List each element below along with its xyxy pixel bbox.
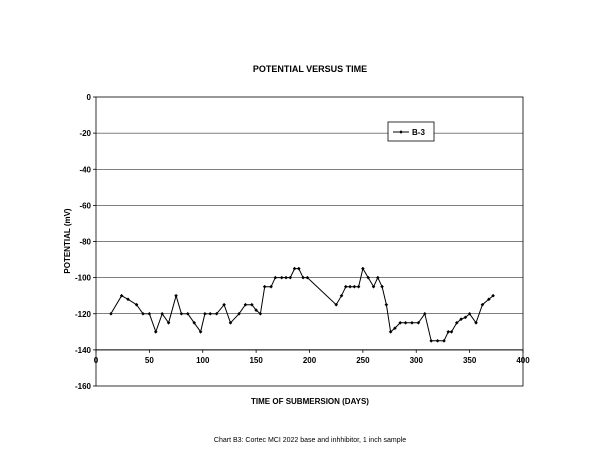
data-point: [292, 266, 297, 271]
data-point: [352, 284, 357, 289]
axes: [93, 96, 524, 387]
y-tick-label: -20: [79, 129, 91, 138]
x-tick-label: 350: [463, 356, 477, 365]
data-point: [222, 302, 226, 307]
data-point: [380, 284, 384, 289]
data-point: [376, 275, 380, 280]
data-point: [160, 311, 164, 316]
data-point: [273, 275, 278, 280]
series-group: [109, 266, 495, 343]
x-tick-labels: 0 50 100 150 200 250 300 350 400: [94, 356, 530, 365]
x-tick-label: 0: [94, 356, 99, 365]
x-tick-label: 100: [196, 356, 210, 365]
data-point: [134, 302, 139, 307]
data-point: [410, 320, 414, 325]
data-point: [366, 275, 371, 280]
data-point: [301, 275, 305, 280]
x-tick-label: 400: [516, 356, 530, 365]
x-tick-label: 250: [356, 356, 370, 365]
data-point: [269, 284, 273, 289]
data-point: [474, 320, 478, 325]
data-point: [208, 311, 213, 316]
legend: B-3: [387, 121, 435, 142]
chart-title: POTENTIAL VERSUS TIME: [253, 64, 367, 74]
data-point: [203, 311, 207, 316]
data-point: [467, 311, 472, 316]
data-point: [435, 339, 440, 343]
data-point: [393, 326, 397, 330]
data-point: [254, 308, 258, 312]
data-point: [192, 320, 197, 325]
data-point: [455, 320, 459, 325]
data-point: [422, 311, 427, 316]
data-point: [459, 317, 463, 321]
data-point: [491, 293, 495, 298]
data-point: [288, 275, 293, 280]
data-point: [371, 284, 376, 289]
data-point: [348, 284, 352, 289]
data-point: [384, 302, 389, 307]
y-tick-label: -40: [79, 165, 91, 174]
y-tick-label: -100: [75, 274, 92, 283]
data-point: [297, 266, 301, 271]
data-point: [356, 284, 361, 289]
data-point: [119, 293, 124, 298]
y-tick-label: -140: [75, 346, 92, 355]
data-point: [141, 311, 145, 316]
data-point: [179, 311, 184, 316]
legend-box: [387, 121, 435, 142]
y-tick-labels: 0 -20 -40 -60 -80 -100 -120 -140 -160: [75, 93, 92, 391]
x-tick-label: 50: [145, 356, 154, 365]
data-point: [214, 311, 219, 316]
y-tick-label: -160: [75, 382, 92, 391]
data-point: [228, 320, 233, 325]
y-axis-label: POTENTIAL (mV): [63, 208, 72, 274]
data-point: [250, 302, 254, 307]
data-point: [361, 266, 365, 271]
y-tick-label: 0: [87, 93, 92, 102]
data-point: [279, 275, 284, 280]
data-point: [334, 302, 338, 307]
data-point: [166, 320, 171, 325]
x-tick-label: 200: [303, 356, 317, 365]
data-point: [449, 330, 454, 334]
legend-marker: [399, 130, 403, 134]
x-axis-label: TIME OF SUBMERSION (DAYS): [251, 397, 369, 406]
data-point: [109, 311, 113, 316]
data-point: [442, 339, 446, 343]
y-tick-label: -120: [75, 310, 92, 319]
data-point: [416, 320, 421, 325]
data-point: [147, 311, 152, 316]
chart-caption: Chart B3: Cortec MCI 2022 base and inhhi…: [214, 437, 406, 444]
data-point: [174, 293, 178, 298]
data-point: [305, 275, 310, 280]
data-point: [198, 330, 203, 334]
data-point: [480, 302, 485, 307]
data-point: [262, 284, 267, 289]
data-point: [284, 275, 288, 280]
data-point: [398, 320, 403, 325]
data-point: [463, 315, 468, 320]
data-point: [343, 284, 348, 289]
data-point: [339, 293, 344, 298]
data-point: [446, 330, 451, 334]
data-point: [429, 339, 433, 343]
y-tick-label: -80: [79, 238, 91, 247]
data-point: [237, 311, 241, 316]
data-point: [186, 311, 190, 316]
series-line: [110, 267, 494, 342]
legend-label: B-3: [412, 128, 425, 137]
data-point: [403, 320, 408, 325]
y-tick-label: -60: [79, 201, 91, 210]
data-point: [126, 297, 130, 302]
grid: [96, 132, 523, 351]
data-point: [388, 330, 393, 334]
data-point: [153, 330, 158, 334]
data-point: [258, 311, 263, 316]
x-tick-label: 150: [249, 356, 263, 365]
x-tick-label: 300: [410, 356, 424, 365]
data-point: [487, 297, 491, 302]
data-point: [243, 302, 248, 307]
